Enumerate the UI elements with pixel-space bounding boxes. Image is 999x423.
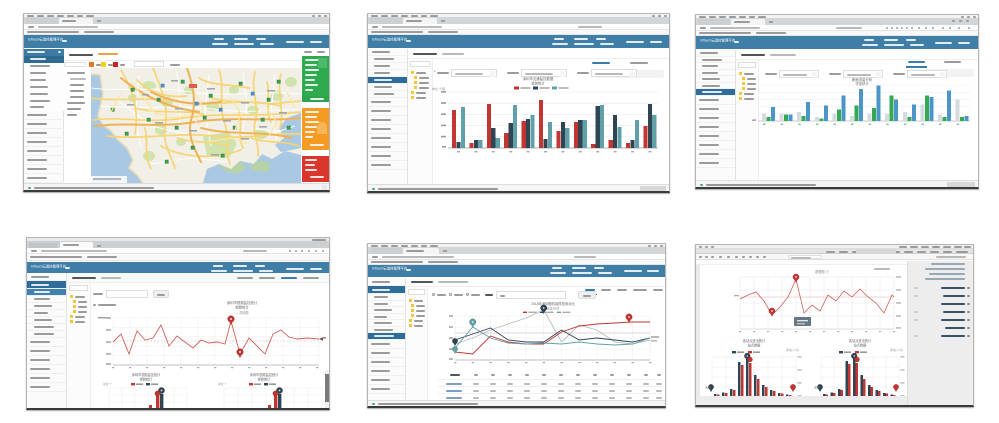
svg-text:单位:个: 单位:个: [218, 382, 227, 386]
svg-text:单位(人次): 单位(人次): [786, 348, 799, 352]
svg-text:各站点进出统计: 各站点进出统计: [743, 338, 766, 343]
svg-text:速度/时段: 速度/时段: [547, 306, 560, 311]
svg-text:视频统计: 视频统计: [235, 305, 249, 310]
svg-text:视频统计: 视频统计: [258, 377, 272, 382]
svg-text:监控统计: 监控统计: [531, 81, 545, 86]
svg-text:深圳市视频监控统计: 深圳市视频监控统计: [132, 372, 161, 377]
svg-text:流量统计: 流量统计: [855, 81, 869, 86]
svg-text:— 视频数: — 视频数: [235, 310, 249, 315]
svg-text:断面流量分析: 断面流量分析: [852, 77, 873, 82]
svg-text:深圳市交通监控数据: 深圳市交通监控数据: [523, 76, 554, 81]
svg-text:深圳市视频监控统计: 深圳市视频监控统计: [250, 372, 279, 377]
svg-text:站点数据: 站点数据: [748, 343, 762, 348]
svg-text:各站点进出统计: 各站点进出统计: [849, 338, 872, 343]
svg-text:进站: 进站: [814, 386, 820, 390]
svg-text:进站: 进站: [705, 386, 711, 390]
svg-text:2018年深圳随机抽样检测对比: 2018年深圳随机抽样检测对比: [531, 301, 575, 306]
svg-text:单位:千辆: 单位:千辆: [432, 86, 445, 91]
svg-text:单位(人次): 单位(人次): [890, 348, 903, 352]
svg-text:视频统计: 视频统计: [140, 377, 154, 382]
svg-text:深圳市视频监控统计: 深圳市视频监控统计: [227, 300, 258, 305]
svg-text:站点数据: 站点数据: [854, 343, 868, 348]
svg-text:趋势图 ⊙: 趋势图 ⊙: [815, 269, 829, 274]
svg-text:单位:个: 单位:个: [103, 382, 112, 386]
